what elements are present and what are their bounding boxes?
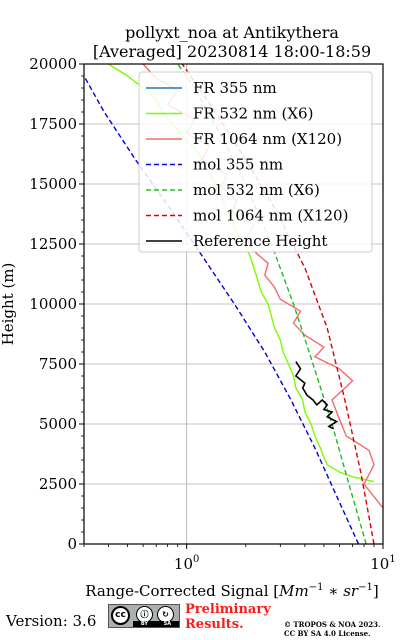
y-tick-label: 12500	[29, 235, 77, 253]
y-tick-label: 7500	[39, 355, 77, 373]
y-tick-label: 17500	[29, 115, 77, 133]
series-line-4	[177, 64, 367, 544]
legend-entry-3: mol 355 nm	[193, 156, 283, 174]
legend-entry-6: Reference Height	[193, 232, 327, 250]
y-axis-label: Height (m)	[0, 263, 17, 346]
cc-icon: cc	[111, 606, 130, 625]
copyright-line1: © TROPOS & NOA 2023.	[284, 620, 381, 629]
chart-subtitle: [Averaged] 20230814 18:00-18:59	[93, 42, 371, 61]
preliminary-line1: Preliminary	[185, 602, 271, 617]
preliminary-line2: Results.	[185, 617, 244, 632]
series-line-5	[181, 64, 375, 544]
legend-entry-2: FR 1064 nm (X120)	[193, 130, 342, 148]
footer: Version: 3.6 cc ⓘ ↻ BY SA Preliminary Re…	[4, 602, 400, 640]
x-tick-label: 101	[370, 554, 395, 573]
legend-entry-1: FR 532 nm (X6)	[193, 105, 313, 123]
legend-box	[138, 71, 373, 253]
version-label: Version: 3.6	[6, 612, 97, 630]
legend-entry-0: FR 355 nm	[193, 79, 277, 97]
axes: 0 2500 5000 7500 10000 12500 15000 17500 20000 10…	[29, 55, 395, 573]
y-tick-label: 2500	[39, 475, 77, 493]
cc-sa-text: SA	[163, 621, 172, 627]
series-line-6	[294, 361, 339, 430]
legend: FR 355 nm FR 532 nm (X6) FR 1064 nm (X120)…	[138, 71, 373, 253]
legend-entry-4: mol 532 nm (X6)	[193, 181, 320, 199]
x-tick-label: 100	[174, 554, 199, 573]
copyright-line2: CC BY SA 4.0 License.	[284, 629, 371, 638]
cc-by-text: BY	[140, 621, 148, 627]
x-axis-label: Range-Corrected Signal [Mm−1 ∗ sr−1]	[85, 582, 378, 600]
series-line-3	[84, 75, 360, 544]
y-tick-label: 0	[67, 535, 77, 553]
cc-license-badge: cc ⓘ ↻ BY SA	[108, 604, 180, 628]
y-tick-label: 20000	[29, 55, 77, 73]
preliminary-note: Preliminary Results.	[185, 602, 271, 632]
legend-entry-5: mol 1064 nm (X120)	[193, 207, 348, 225]
cc-badge-strip: BY SA	[133, 621, 179, 627]
chart-title: pollyxt_noa at Antikythera	[125, 23, 339, 42]
y-tick-label: 5000	[39, 415, 77, 433]
y-tick-label: 10000	[29, 295, 77, 313]
copyright-note: © TROPOS & NOA 2023. CC BY SA 4.0 Licens…	[284, 620, 380, 638]
y-tick-label: 15000	[29, 175, 77, 193]
